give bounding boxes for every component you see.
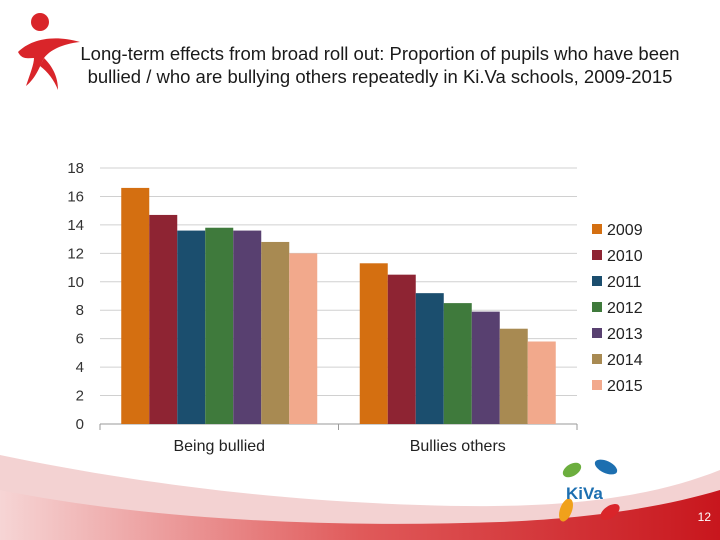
legend-label: 2012 bbox=[607, 300, 643, 317]
runner-logo-icon bbox=[18, 13, 80, 90]
y-tick-label: 8 bbox=[76, 302, 84, 319]
bar-2011-1 bbox=[415, 293, 444, 424]
y-tick-label: 2 bbox=[76, 388, 84, 405]
legend-swatch bbox=[592, 302, 602, 312]
kiva-logo-icon: KiVa bbox=[559, 459, 620, 522]
bottom-swoosh-dark bbox=[0, 490, 720, 540]
legend-swatch bbox=[592, 380, 602, 390]
bar-2009-1 bbox=[359, 263, 388, 424]
bar-2013-0 bbox=[233, 230, 262, 424]
kiva-logo-text: KiVa bbox=[566, 484, 603, 503]
bar-2015-0 bbox=[289, 253, 318, 424]
y-tick-label: 18 bbox=[67, 160, 84, 177]
y-tick-label: 6 bbox=[76, 331, 84, 348]
legend-swatch bbox=[592, 354, 602, 364]
y-tick-label: 10 bbox=[67, 274, 84, 291]
legend-swatch bbox=[592, 250, 602, 260]
y-tick-label: 14 bbox=[67, 217, 84, 234]
legend-label: 2014 bbox=[607, 352, 643, 369]
bar-2011-0 bbox=[177, 230, 206, 424]
bar-2010-0 bbox=[149, 214, 178, 424]
y-tick-label: 0 bbox=[76, 416, 84, 433]
slide-title: Long-term effects from broad roll out: P… bbox=[80, 43, 680, 87]
bar-2014-1 bbox=[499, 328, 528, 424]
chart-bars bbox=[121, 187, 556, 424]
legend-label: 2013 bbox=[607, 326, 643, 343]
y-tick-label: 4 bbox=[76, 359, 84, 376]
x-category-label: Bullies others bbox=[410, 438, 506, 455]
page-number: 12 bbox=[697, 510, 711, 524]
bar-2012-1 bbox=[443, 303, 472, 424]
legend-label: 2011 bbox=[607, 274, 642, 291]
y-axis-ticks: 0 2 4 6 8 10 12 14 16 18 bbox=[67, 160, 84, 433]
y-tick-label: 12 bbox=[67, 245, 84, 262]
bar-2010-1 bbox=[387, 274, 416, 424]
legend-label: 2010 bbox=[607, 248, 643, 265]
x-axis-labels: Being bullied Bullies others bbox=[173, 438, 505, 455]
bar-2012-0 bbox=[205, 227, 234, 424]
bar-2014-0 bbox=[261, 241, 290, 424]
legend-swatch bbox=[592, 276, 602, 286]
legend-swatch bbox=[592, 328, 602, 338]
bar-2009-0 bbox=[121, 187, 150, 424]
legend-swatch bbox=[592, 224, 602, 234]
legend-label: 2009 bbox=[607, 222, 643, 239]
legend-label: 2015 bbox=[607, 378, 643, 395]
chart-legend: 2009 2010 2011 2012 2013 2014 2015 bbox=[592, 222, 643, 395]
y-tick-label: 16 bbox=[67, 188, 84, 205]
bar-2015-1 bbox=[527, 341, 556, 424]
bar-2013-1 bbox=[471, 311, 500, 424]
x-category-label: Being bullied bbox=[173, 438, 265, 455]
